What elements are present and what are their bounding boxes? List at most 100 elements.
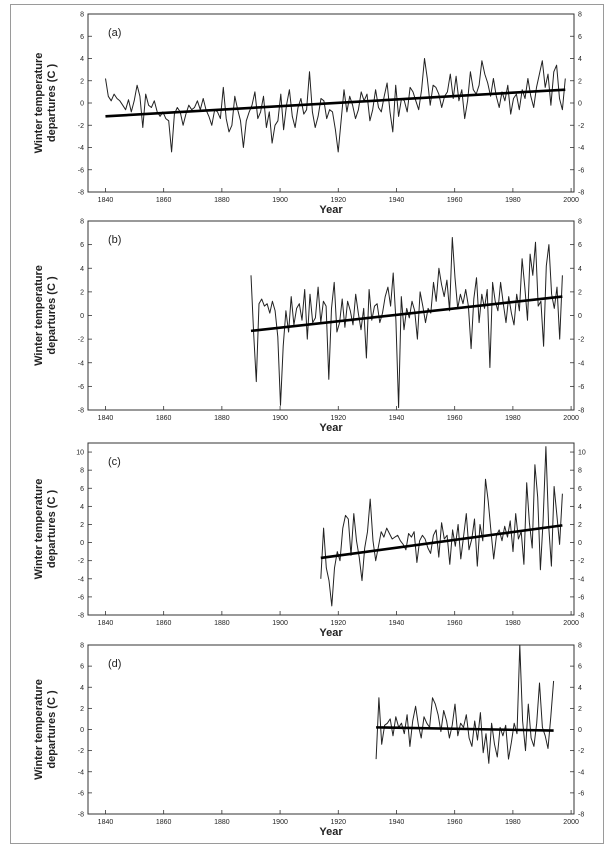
y-tick-label: 0 (80, 540, 84, 547)
x-tick-label: 1940 (389, 819, 405, 826)
y-tick-label: 2 (80, 706, 84, 713)
y-tick-label-right: -2 (578, 337, 584, 344)
y-tick-label: 2 (80, 78, 84, 85)
x-tick-label: 1980 (505, 197, 521, 204)
x-tick-label: 1960 (447, 819, 463, 826)
y-tick-label-right: -4 (578, 145, 584, 152)
x-tick-label: 1880 (214, 415, 230, 422)
chart-panel: -8 -8 -6 -6 -4 -4 -2 -2 0 0 2 2 4 4 6 6 8 8 10 10 1840 1860 18… (33, 442, 586, 639)
y-tick-label: 8 (80, 468, 84, 475)
y-tick-label: -4 (78, 360, 84, 367)
series-line (250, 237, 563, 409)
x-tick-label: 1980 (505, 415, 521, 422)
x-tick-label: 1840 (98, 197, 114, 204)
x-axis-label: Year (319, 826, 343, 838)
x-tick-label: 1860 (156, 819, 172, 826)
y-tick-label-right: 2 (578, 289, 582, 296)
y-tick-label: 6 (80, 664, 84, 671)
x-tick-label: 1860 (156, 620, 172, 627)
y-tick-label: -2 (78, 337, 84, 344)
y-tick-label-right: 6 (578, 34, 582, 41)
y-tick-label: -6 (78, 384, 84, 391)
x-tick-label: 1940 (389, 415, 405, 422)
x-tick-label: 1880 (214, 620, 230, 627)
y-tick-label-right: 4 (578, 266, 582, 273)
series-line (105, 58, 566, 153)
x-tick-label: 1900 (272, 819, 288, 826)
trend-line (376, 726, 554, 732)
trend-line (250, 295, 563, 333)
y-tick-label: 6 (80, 242, 84, 249)
y-tick-label-right: 0 (578, 727, 582, 734)
x-tick-label: 1920 (330, 819, 346, 826)
x-axis-label: Year (319, 204, 343, 216)
y-tick-label-right: 6 (578, 242, 582, 249)
y-tick-label-right: 2 (578, 522, 582, 529)
y-tick-label: 2 (80, 522, 84, 529)
y-tick-label: -4 (78, 576, 84, 583)
y-tick-label-right: 2 (578, 78, 582, 85)
x-tick-label: 1960 (447, 415, 463, 422)
y-tick-label: 0 (80, 313, 84, 320)
y-tick-label: -8 (78, 812, 84, 819)
y-tick-label: -4 (78, 769, 84, 776)
panel-label: (b) (108, 234, 121, 246)
y-tick-label-right: 6 (578, 486, 582, 493)
y-tick-label-right: 4 (578, 56, 582, 63)
y-axis-label: Winter temperaturedepartures (C ) (33, 53, 58, 154)
y-tick-label: -2 (78, 558, 84, 565)
x-tick-label: 1840 (98, 819, 114, 826)
y-tick-label-right: 0 (578, 540, 582, 547)
x-tick-label: 1960 (447, 197, 463, 204)
x-tick-label: 1920 (330, 415, 346, 422)
x-tick-label: 1860 (156, 415, 172, 422)
x-tick-label: 1900 (272, 415, 288, 422)
y-tick-label: 4 (80, 685, 84, 692)
y-tick-label-right: 6 (578, 664, 582, 671)
x-tick-label: 1980 (505, 620, 521, 627)
y-tick-label: -4 (78, 145, 84, 152)
y-tick-label: -6 (78, 790, 84, 797)
trend-line (105, 88, 566, 118)
x-tick-label: 2000 (563, 819, 579, 826)
x-tick-label: 1880 (214, 197, 230, 204)
plot-frame (87, 442, 575, 616)
y-tick-label: 8 (80, 12, 84, 19)
y-tick-label-right: 8 (578, 219, 582, 226)
panel-label: (d) (108, 658, 121, 670)
y-tick-label-right: 4 (578, 504, 582, 511)
y-tick-label-right: 8 (578, 468, 582, 475)
y-tick-label: -2 (78, 123, 84, 130)
x-tick-label: 2000 (563, 620, 579, 627)
y-tick-label: -6 (78, 594, 84, 601)
x-tick-label: 1940 (389, 197, 405, 204)
x-tick-label: 1920 (330, 197, 346, 204)
y-tick-label: -8 (78, 408, 84, 415)
y-tick-label-right: -8 (578, 408, 584, 415)
y-tick-label: 0 (80, 727, 84, 734)
y-tick-label: 6 (80, 486, 84, 493)
y-tick-label: -8 (78, 190, 84, 197)
x-tick-label: 1860 (156, 197, 172, 204)
x-tick-label: 1980 (505, 819, 521, 826)
y-tick-label-right: -8 (578, 812, 584, 819)
y-tick-label: 8 (80, 643, 84, 650)
y-tick-label-right: -8 (578, 613, 584, 620)
x-tick-label: 1840 (98, 620, 114, 627)
x-tick-label: 1840 (98, 415, 114, 422)
y-tick-label: 8 (80, 219, 84, 226)
series-line (375, 644, 555, 764)
x-tick-label: 2000 (563, 197, 579, 204)
panel-label: (a) (108, 27, 121, 39)
x-tick-label: 1900 (272, 197, 288, 204)
y-tick-label: 4 (80, 266, 84, 273)
chart-panel: -8 -8 -6 -6 -4 -4 -2 -2 0 0 2 2 4 4 6 6 8 8 1840 1860 1880 19… (33, 643, 584, 839)
y-tick-label: 4 (80, 504, 84, 511)
y-tick-label: 0 (80, 101, 84, 108)
y-tick-label: -8 (78, 613, 84, 620)
y-tick-label-right: -2 (578, 123, 584, 130)
series-line (320, 446, 563, 607)
y-axis-label: Winter temperaturedepartures (C ) (33, 479, 58, 580)
y-tick-label-right: 2 (578, 706, 582, 713)
y-tick-label: -6 (78, 167, 84, 174)
